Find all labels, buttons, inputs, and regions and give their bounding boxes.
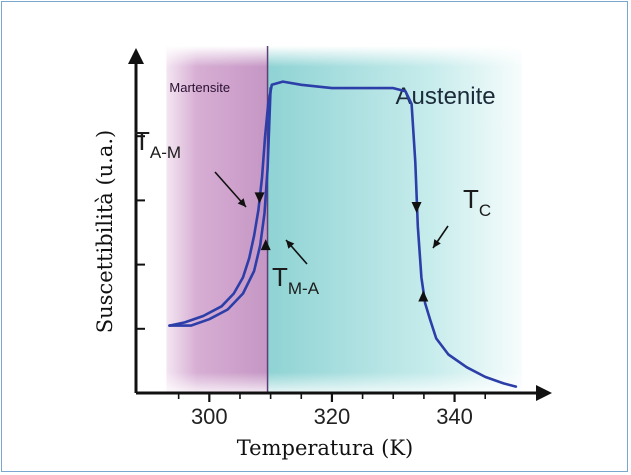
direction-arrowhead-3 <box>411 202 422 214</box>
direction-arrowhead-2 <box>260 239 271 251</box>
series-layer <box>168 80 518 388</box>
annotation-arrowhead-1 <box>237 198 246 207</box>
x-tick-label: 320 <box>314 404 351 429</box>
annotation-arrowhead-2 <box>286 240 295 249</box>
direction-arrowhead-4 <box>418 290 429 302</box>
x-axis-arrow <box>536 385 552 401</box>
region-fade <box>166 46 523 393</box>
phase-regions: Martensite Austenite <box>166 46 523 393</box>
series-line-2 <box>168 86 272 327</box>
annotations: TA-M TM-A TC <box>134 126 491 298</box>
x-tick-label: 340 <box>436 404 473 429</box>
annotation-arrowhead-3 <box>433 239 441 248</box>
y-axis-arrow <box>128 48 144 64</box>
direction-arrowhead-1 <box>254 192 265 204</box>
x-axis-title: Temperatura (K) <box>237 436 413 460</box>
x-ticks: 300 320 340 <box>177 393 487 429</box>
annotation-2: TM-A <box>272 262 320 298</box>
x-tick-label: 300 <box>191 404 228 429</box>
axes <box>128 48 552 401</box>
annotation-1: TA-M <box>134 126 181 162</box>
region-label-martensite: Martensite <box>169 80 230 95</box>
y-axis-title: Suscettibilità (u.a.) <box>93 130 117 333</box>
series-line-1 <box>168 80 518 388</box>
annotation-3: TC <box>463 184 491 220</box>
